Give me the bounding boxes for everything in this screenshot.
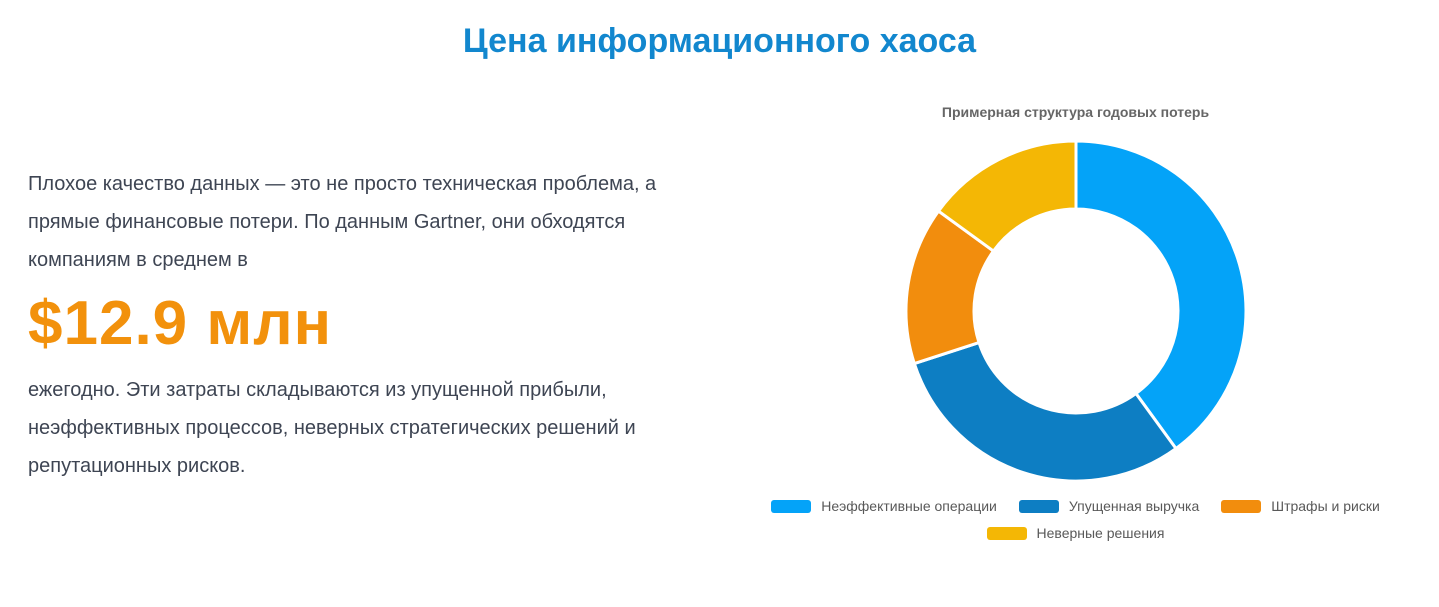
legend-label: Неверные решения [1036, 525, 1165, 542]
donut-slice-1[interactable] [1074, 139, 1247, 451]
cost-highlight-value: $12.9 млн [28, 289, 333, 359]
legend-label: Упущенная выручка [1068, 498, 1200, 515]
slide: Цена информационного хаоса Плохое качест… [0, 22, 1439, 607]
chart-panel: Примерная структура годовых потерь Неэфф… [712, 61, 1439, 541]
chart-title: Примерная структура годовых потерь [941, 104, 1210, 121]
legend-item-1[interactable]: Неэффективные операции [771, 498, 997, 514]
legend-item-2[interactable]: Упущенная выручка [1018, 498, 1200, 515]
text-column: Плохое качество данных — это не просто т… [0, 61, 712, 485]
chart-legend: Неэффективные операции Упущенная выручка Ш… [736, 498, 1416, 541]
legend-item-3[interactable]: Штрафы и риски [1221, 498, 1380, 514]
donut-slice-2[interactable] [912, 341, 1177, 483]
page-title: Цена информационного хаоса [462, 22, 977, 60]
legend-swatch-icon [1018, 499, 1059, 513]
legend-label: Неэффективные операции [821, 498, 997, 515]
detail-paragraph: ежегодно. Эти затраты складываются из уп… [28, 379, 636, 478]
legend-swatch-icon [986, 526, 1027, 540]
content-row: Плохое качество данных — это не просто т… [0, 61, 1439, 541]
intro-paragraph: Плохое качество данных — это не просто т… [28, 173, 657, 272]
donut-chart [904, 139, 1247, 483]
legend-swatch-icon [771, 499, 812, 513]
donut-slice-4[interactable] [936, 139, 1077, 253]
legend-item-4[interactable]: Неверные решения [986, 525, 1165, 542]
legend-swatch-icon [1221, 499, 1262, 513]
legend-label: Штрафы и риски [1271, 498, 1380, 515]
